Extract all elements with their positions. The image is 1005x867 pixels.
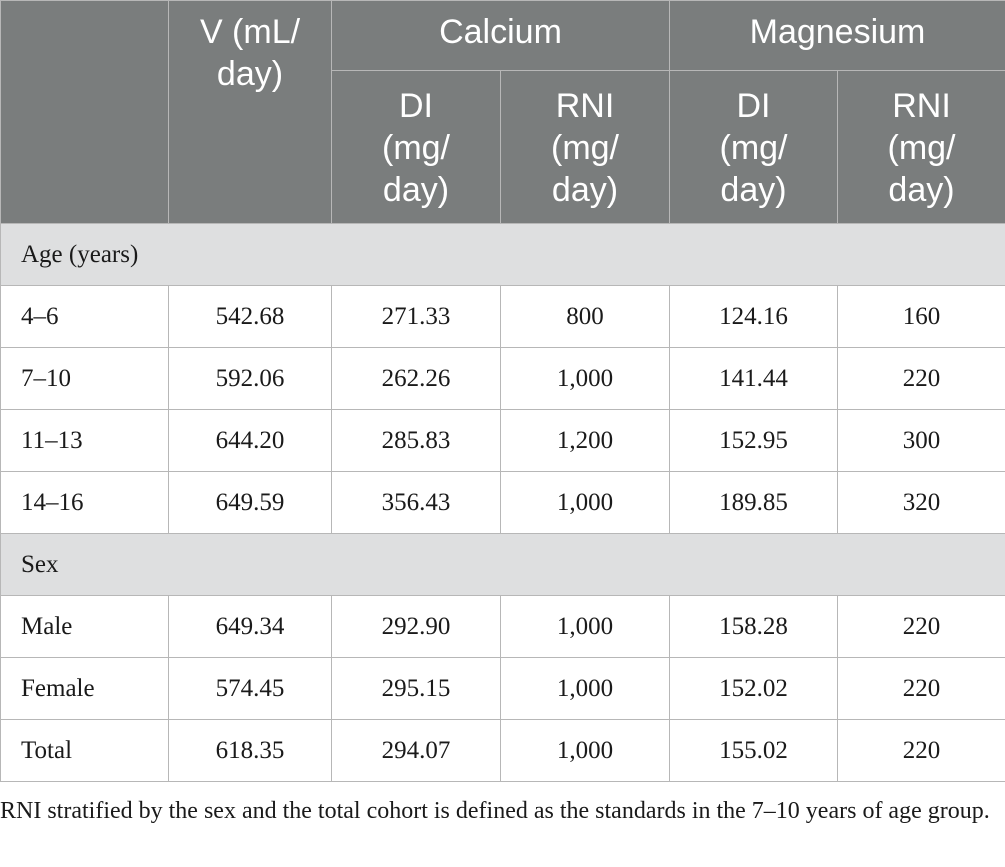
volume-cell: 574.45	[168, 657, 332, 720]
calcium-rni-cell: 1,000	[500, 347, 670, 410]
group-row-age: Age (years)	[0, 223, 1005, 286]
header-magnesium-rni-label: RNI (mg/ day)	[887, 87, 956, 209]
table-body: Age (years) 4–6 542.68 271.33 800 124.16…	[0, 223, 1005, 782]
magnesium-di-cell: 189.85	[669, 471, 838, 534]
calcium-rni-cell: 800	[500, 285, 670, 348]
table-row: Female 574.45 295.15 1,000 152.02 220	[0, 657, 1005, 720]
magnesium-rni-cell: 160	[837, 285, 1005, 348]
header-magnesium-di-label: DI (mg/ day)	[719, 87, 788, 209]
magnesium-rni-cell: 220	[837, 595, 1005, 658]
magnesium-di-cell: 152.02	[669, 657, 838, 720]
row-label: 14–16	[0, 471, 169, 534]
header-calcium-di-label: DI (mg/ day)	[382, 87, 450, 209]
header-volume-label: V (mL/ day)	[199, 13, 301, 93]
calcium-di-cell: 294.07	[331, 719, 501, 782]
magnesium-rni-cell: 300	[837, 409, 1005, 472]
magnesium-di-cell: 124.16	[669, 285, 838, 348]
header-volume: V (mL/ day)	[168, 0, 332, 224]
calcium-rni-cell: 1,000	[500, 471, 670, 534]
volume-cell: 649.34	[168, 595, 332, 658]
row-label: 4–6	[0, 285, 169, 348]
magnesium-di-cell: 155.02	[669, 719, 838, 782]
calcium-di-cell: 292.90	[331, 595, 501, 658]
table-row: 11–13 644.20 285.83 1,200 152.95 300	[0, 409, 1005, 472]
magnesium-rni-cell: 220	[837, 347, 1005, 410]
header-calcium-di: DI (mg/ day)	[331, 70, 501, 224]
table-row: Male 649.34 292.90 1,000 158.28 220	[0, 595, 1005, 658]
group-label: Age (years)	[0, 223, 1005, 286]
table-row: Total 618.35 294.07 1,000 155.02 220	[0, 719, 1005, 782]
calcium-di-cell: 356.43	[331, 471, 501, 534]
calcium-di-cell: 295.15	[331, 657, 501, 720]
volume-cell: 649.59	[168, 471, 332, 534]
header-magnesium-di: DI (mg/ day)	[669, 70, 838, 224]
header-calcium-rni-label: RNI (mg/ day)	[551, 87, 619, 209]
calcium-di-cell: 271.33	[331, 285, 501, 348]
row-label: Male	[0, 595, 169, 658]
table-header: V (mL/ day) Calcium Magnesium DI (mg/ da…	[0, 0, 1005, 224]
row-label: Total	[0, 719, 169, 782]
header-magnesium-rni: RNI (mg/ day)	[837, 70, 1005, 224]
calcium-rni-cell: 1,000	[500, 719, 670, 782]
calcium-rni-cell: 1,000	[500, 657, 670, 720]
calcium-rni-cell: 1,000	[500, 595, 670, 658]
group-row-sex: Sex	[0, 533, 1005, 596]
volume-cell: 644.20	[168, 409, 332, 472]
volume-cell: 592.06	[168, 347, 332, 410]
row-label: 11–13	[0, 409, 169, 472]
magnesium-di-cell: 158.28	[669, 595, 838, 658]
volume-cell: 542.68	[168, 285, 332, 348]
row-label: Female	[0, 657, 169, 720]
calcium-di-cell: 262.26	[331, 347, 501, 410]
table-row: 4–6 542.68 271.33 800 124.16 160	[0, 285, 1005, 348]
calcium-rni-cell: 1,200	[500, 409, 670, 472]
magnesium-rni-cell: 320	[837, 471, 1005, 534]
magnesium-rni-cell: 220	[837, 719, 1005, 782]
magnesium-di-cell: 141.44	[669, 347, 838, 410]
volume-cell: 618.35	[168, 719, 332, 782]
header-calcium-rni: RNI (mg/ day)	[500, 70, 670, 224]
row-label: 7–10	[0, 347, 169, 410]
magnesium-di-cell: 152.95	[669, 409, 838, 472]
header-magnesium: Magnesium	[669, 0, 1005, 71]
table-footnote: RNI stratified by the sex and the total …	[0, 798, 990, 824]
header-blank-cell	[0, 0, 169, 224]
group-label: Sex	[0, 533, 1005, 596]
header-calcium: Calcium	[331, 0, 670, 71]
table-row: 14–16 649.59 356.43 1,000 189.85 320	[0, 471, 1005, 534]
calcium-di-cell: 285.83	[331, 409, 501, 472]
intake-table: V (mL/ day) Calcium Magnesium DI (mg/ da…	[0, 0, 1005, 782]
table-row: 7–10 592.06 262.26 1,000 141.44 220	[0, 347, 1005, 410]
magnesium-rni-cell: 220	[837, 657, 1005, 720]
